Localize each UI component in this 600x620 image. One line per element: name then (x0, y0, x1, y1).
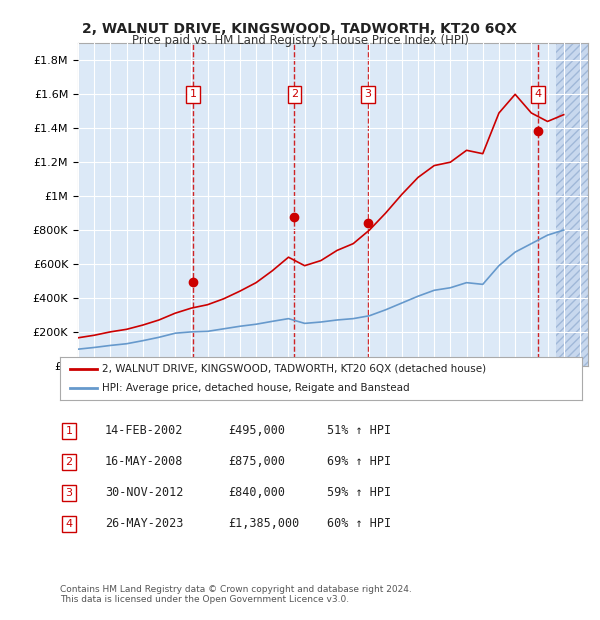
Text: 69% ↑ HPI: 69% ↑ HPI (327, 456, 391, 468)
Text: 26-MAY-2023: 26-MAY-2023 (105, 518, 184, 530)
Text: 3: 3 (65, 488, 73, 498)
Bar (556, 43, 588, 366)
Text: 30-NOV-2012: 30-NOV-2012 (105, 487, 184, 499)
Text: 1: 1 (190, 89, 197, 99)
Text: 2, WALNUT DRIVE, KINGSWOOD, TADWORTH, KT20 6QX (detached house): 2, WALNUT DRIVE, KINGSWOOD, TADWORTH, KT… (102, 364, 486, 374)
Text: £840,000: £840,000 (228, 487, 285, 499)
Text: 3: 3 (365, 89, 371, 99)
Text: 2: 2 (291, 89, 298, 99)
Text: 60% ↑ HPI: 60% ↑ HPI (327, 518, 391, 530)
Text: 4: 4 (534, 89, 541, 99)
Text: £1,385,000: £1,385,000 (228, 518, 299, 530)
Text: 16-MAY-2008: 16-MAY-2008 (105, 456, 184, 468)
Text: £875,000: £875,000 (228, 456, 285, 468)
Text: Contains HM Land Registry data © Crown copyright and database right 2024.
This d: Contains HM Land Registry data © Crown c… (60, 585, 412, 604)
Text: 4: 4 (65, 519, 73, 529)
Text: 2: 2 (65, 457, 73, 467)
Text: £495,000: £495,000 (228, 425, 285, 437)
Text: HPI: Average price, detached house, Reigate and Banstead: HPI: Average price, detached house, Reig… (102, 383, 409, 392)
Text: 1: 1 (65, 426, 73, 436)
Text: 2, WALNUT DRIVE, KINGSWOOD, TADWORTH, KT20 6QX: 2, WALNUT DRIVE, KINGSWOOD, TADWORTH, KT… (83, 22, 517, 36)
Text: 51% ↑ HPI: 51% ↑ HPI (327, 425, 391, 437)
Text: 14-FEB-2002: 14-FEB-2002 (105, 425, 184, 437)
Text: 59% ↑ HPI: 59% ↑ HPI (327, 487, 391, 499)
Text: Price paid vs. HM Land Registry's House Price Index (HPI): Price paid vs. HM Land Registry's House … (131, 34, 469, 47)
